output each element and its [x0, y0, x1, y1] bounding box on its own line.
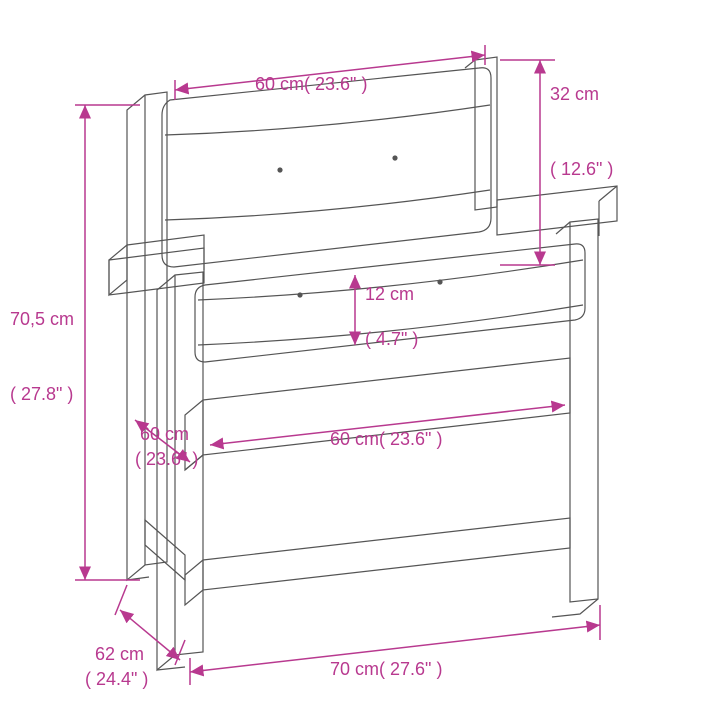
dim-label: 60 cm	[140, 424, 189, 444]
svg-text:60 cm( 23.6" ): 60 cm( 23.6" )	[255, 74, 367, 94]
dim-label-in: ( 23.6" )	[135, 449, 198, 469]
dim-seat-width: 60 cm( 23.6" )	[210, 405, 565, 449]
dim-label-in: ( 23.6" )	[379, 429, 442, 449]
dim-label: 60 cm	[330, 429, 379, 449]
dim-label-in: ( 23.6" )	[304, 74, 367, 94]
dim-label: 70 cm	[330, 659, 379, 679]
dim-label-in: ( 27.8" )	[10, 384, 73, 404]
dim-front-width: 70 cm( 27.6" )	[190, 605, 600, 685]
dim-label: 32 cm	[550, 84, 599, 104]
dim-label: 60 cm	[255, 74, 304, 94]
dim-label: 70,5 cm	[10, 309, 74, 329]
dim-back-height: 32 cm ( 12.6" )	[500, 60, 613, 265]
dim-label-in: ( 12.6" )	[550, 159, 613, 179]
dim-label: 62 cm	[95, 644, 144, 664]
svg-text:70 cm( 27.6" ): 70 cm( 27.6" )	[330, 659, 442, 679]
dim-label-in: ( 27.6" )	[379, 659, 442, 679]
dim-depth: 62 cm ( 24.4" )	[85, 585, 185, 689]
dim-label-in: ( 24.4" )	[85, 669, 148, 689]
dim-label-in: ( 4.7" )	[365, 329, 418, 349]
svg-text:60 cm( 23.6" ): 60 cm( 23.6" )	[330, 429, 442, 449]
dim-total-height: 70,5 cm ( 27.8" )	[10, 105, 140, 580]
dim-label: 12 cm	[365, 284, 414, 304]
dim-cushion-height: 12 cm ( 4.7" )	[355, 275, 418, 349]
chair-drawing	[109, 57, 617, 670]
